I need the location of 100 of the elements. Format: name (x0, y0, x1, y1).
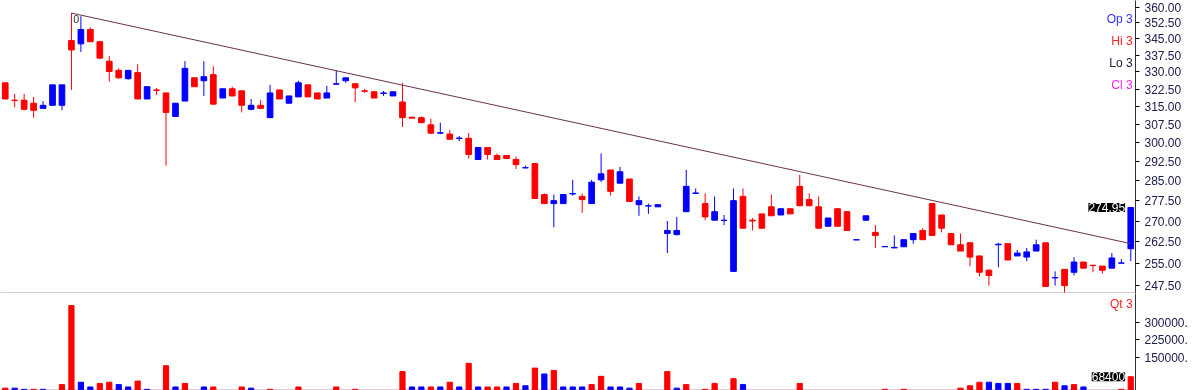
annotation: 68400 (1091, 370, 1126, 385)
y-tick-label: 270.00 (1144, 214, 1182, 229)
bar (437, 386, 444, 390)
bar (181, 382, 189, 390)
candlestick (58, 84, 66, 111)
candlestick (247, 98, 255, 111)
candlestick (588, 179, 595, 205)
annotation: Qt 3 (1109, 297, 1133, 312)
annotation: Op 3 (1106, 12, 1133, 27)
bar (711, 382, 718, 390)
bar (626, 387, 633, 390)
bar (739, 384, 747, 390)
bar (333, 386, 340, 390)
candlestick (512, 155, 520, 170)
candlestick (351, 83, 359, 103)
bar (125, 386, 132, 390)
y-tick-label: 300.00 (1144, 136, 1182, 151)
bar (985, 381, 992, 390)
candlestick (238, 90, 246, 113)
candlestick (701, 192, 709, 221)
candlestick (985, 268, 993, 287)
bar (87, 386, 94, 390)
candlestick (815, 195, 822, 229)
bar (995, 382, 1002, 390)
bar (531, 367, 538, 390)
y-tick-label: 292.50 (1144, 155, 1182, 170)
candlestick (68, 12, 75, 91)
y-tick-label: 285.00 (1144, 174, 1182, 189)
candlestick (796, 174, 804, 207)
candlestick (1051, 270, 1059, 287)
bar (560, 386, 567, 390)
y-tick-label: 360.00 (1144, 0, 1182, 15)
bar (957, 387, 964, 390)
bar (550, 369, 557, 390)
bar (162, 365, 170, 390)
candlestick (162, 92, 170, 167)
bar (1014, 382, 1021, 390)
bar (976, 381, 983, 390)
annotation: Lo 3 (1109, 56, 1133, 71)
y-tick-label: 255.00 (1144, 256, 1182, 271)
annotation: Cl 3 (1111, 78, 1133, 93)
candlestick (597, 152, 605, 183)
bar (58, 384, 66, 390)
candlestick (77, 15, 85, 53)
candlestick (663, 220, 671, 254)
bar (408, 386, 416, 390)
annotation: 0 (73, 13, 80, 26)
bar (248, 387, 255, 390)
bar (106, 381, 113, 390)
bar (569, 386, 576, 390)
bar (966, 385, 974, 390)
bar (579, 386, 586, 390)
y-tick-label: 225000. (1144, 333, 1188, 348)
bar (210, 386, 217, 390)
candlestick (1061, 268, 1068, 293)
bar (503, 386, 510, 390)
candlestick (976, 255, 983, 277)
bar (96, 382, 103, 390)
bar (730, 378, 737, 390)
bar (1052, 381, 1059, 390)
bar (2, 387, 9, 390)
bar (1127, 376, 1134, 390)
candlestick (966, 242, 974, 267)
y-tick-label: 307.50 (1144, 117, 1182, 132)
bar (607, 386, 614, 390)
bar (295, 386, 302, 390)
candlestick (843, 211, 851, 231)
bar (598, 375, 605, 390)
bar (77, 381, 84, 390)
bar (427, 386, 434, 390)
y-tick-label: 352.50 (1144, 16, 1182, 31)
bar (68, 305, 75, 390)
candlestick (30, 96, 37, 119)
bar (635, 382, 643, 390)
candlestick (1070, 256, 1078, 277)
candlestick (578, 192, 586, 214)
y-tick-label: 277.50 (1144, 194, 1182, 209)
y-tick-label: 262.50 (1144, 235, 1182, 250)
candlestick (626, 178, 633, 202)
bar (796, 382, 803, 390)
bar (200, 386, 207, 390)
bar (664, 371, 671, 390)
bar (446, 381, 453, 390)
y-tick-label: 322.50 (1144, 82, 1182, 97)
annotation: Hi 3 (1111, 34, 1133, 49)
bar (172, 386, 179, 390)
bar (1070, 384, 1078, 390)
y-tick-label: 315.00 (1144, 99, 1182, 114)
candlestick (711, 195, 718, 221)
bar (484, 386, 491, 390)
bar (493, 386, 501, 390)
candlestick (768, 194, 775, 217)
annotation: 274.95 (1088, 201, 1126, 216)
candlestick (39, 100, 47, 109)
bar (1080, 386, 1087, 390)
y-tick-label: 300000. (1144, 315, 1188, 330)
bar (134, 380, 141, 390)
candlestick (550, 194, 558, 228)
bar (588, 384, 595, 390)
candlestick (607, 169, 614, 197)
